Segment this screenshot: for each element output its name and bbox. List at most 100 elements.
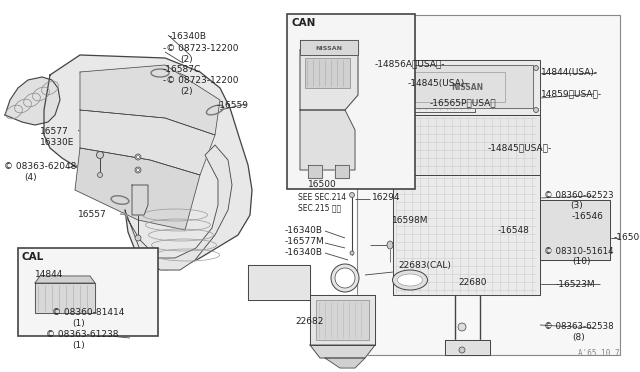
Text: -14845(USA)-: -14845(USA)- (408, 79, 468, 88)
Text: 14844: 14844 (35, 270, 63, 279)
Polygon shape (310, 345, 375, 358)
Polygon shape (300, 110, 355, 170)
Bar (305, 58, 350, 88)
Text: 22682: 22682 (295, 317, 323, 326)
Ellipse shape (97, 151, 104, 158)
Polygon shape (400, 65, 533, 108)
Text: © 08363-62538: © 08363-62538 (544, 322, 614, 331)
Polygon shape (248, 265, 310, 300)
Ellipse shape (397, 274, 422, 286)
Polygon shape (80, 65, 220, 135)
Polygon shape (35, 276, 95, 283)
Text: © 08360-81414: © 08360-81414 (52, 308, 124, 317)
Text: NISSAN: NISSAN (316, 45, 342, 51)
Polygon shape (35, 283, 95, 313)
Bar (18, 248, 158, 336)
Ellipse shape (459, 347, 465, 353)
Bar (363, 97, 375, 107)
Ellipse shape (135, 235, 141, 241)
Text: 22683(CAL): 22683(CAL) (398, 261, 451, 270)
Polygon shape (310, 295, 375, 345)
Polygon shape (75, 148, 200, 230)
Text: -16340B: -16340B (169, 32, 207, 41)
Bar (415, 72, 505, 102)
Ellipse shape (331, 264, 359, 292)
Text: (1): (1) (72, 319, 84, 328)
Text: NISSAN: NISSAN (451, 83, 483, 92)
Polygon shape (300, 40, 358, 55)
Ellipse shape (534, 65, 538, 71)
Polygon shape (382, 72, 393, 88)
Ellipse shape (394, 108, 399, 112)
Polygon shape (5, 77, 60, 125)
Text: -16500: -16500 (614, 233, 640, 242)
Ellipse shape (458, 323, 466, 331)
Bar (316, 300, 369, 340)
Ellipse shape (135, 167, 141, 173)
Polygon shape (335, 165, 349, 178)
Text: © 08310-51614: © 08310-51614 (544, 247, 614, 256)
Bar (363, 82, 375, 96)
Text: (10): (10) (572, 257, 591, 266)
Ellipse shape (81, 326, 90, 334)
Polygon shape (325, 358, 365, 368)
Text: A'65 10 7: A'65 10 7 (579, 349, 620, 358)
Text: CAN: CAN (291, 18, 316, 28)
Ellipse shape (83, 327, 88, 333)
Bar (357, 15, 620, 355)
Polygon shape (540, 200, 610, 260)
Text: 22680: 22680 (458, 278, 486, 287)
Text: 16500: 16500 (308, 180, 337, 189)
Ellipse shape (387, 241, 393, 249)
Polygon shape (80, 110, 215, 175)
Polygon shape (132, 185, 148, 215)
Text: 16577: 16577 (40, 127, 68, 136)
Text: -14845（USA）-: -14845（USA）- (488, 143, 552, 152)
Text: (1): (1) (72, 341, 84, 350)
Ellipse shape (83, 305, 88, 311)
Bar (287, 14, 415, 189)
Ellipse shape (135, 154, 141, 160)
Ellipse shape (534, 108, 538, 112)
Text: CAL: CAL (22, 252, 44, 262)
Text: -14856A（USA）-: -14856A（USA）- (375, 59, 445, 68)
Polygon shape (368, 72, 393, 103)
Ellipse shape (136, 169, 140, 171)
Polygon shape (44, 55, 252, 270)
Text: -16559: -16559 (217, 101, 249, 110)
Text: © 08360-62523: © 08360-62523 (544, 191, 614, 200)
Text: SEC.215 参図: SEC.215 参図 (298, 203, 341, 212)
Text: © 08363-61238: © 08363-61238 (46, 330, 118, 339)
Polygon shape (445, 340, 490, 355)
Text: 14844(USA)-: 14844(USA)- (541, 68, 598, 77)
Text: 16557: 16557 (78, 210, 107, 219)
Polygon shape (125, 145, 232, 270)
Ellipse shape (335, 268, 355, 288)
Text: © 08363-62048: © 08363-62048 (4, 162, 76, 171)
Text: (2): (2) (180, 55, 193, 64)
Text: 16598M: 16598M (392, 216, 429, 225)
Ellipse shape (81, 304, 90, 312)
Ellipse shape (97, 173, 102, 177)
Polygon shape (395, 92, 475, 112)
Text: -16523M: -16523M (556, 280, 596, 289)
Text: -16548: -16548 (498, 226, 530, 235)
Text: (8): (8) (572, 333, 585, 342)
Text: (2): (2) (180, 87, 193, 96)
Text: (3): (3) (570, 201, 583, 210)
Text: -16565P（USA）: -16565P（USA） (430, 98, 497, 107)
Ellipse shape (349, 192, 355, 198)
Polygon shape (300, 50, 358, 110)
Polygon shape (308, 165, 322, 178)
Text: -16577M: -16577M (285, 237, 324, 246)
Text: 14859（USA）-: 14859（USA）- (541, 89, 602, 98)
Text: 16294: 16294 (372, 193, 401, 202)
Text: (4): (4) (24, 173, 36, 182)
Text: -16546: -16546 (572, 212, 604, 221)
Ellipse shape (394, 65, 399, 71)
Polygon shape (393, 60, 540, 115)
Polygon shape (393, 115, 540, 175)
Ellipse shape (350, 251, 354, 255)
Text: -16340B: -16340B (285, 226, 323, 235)
Text: -16340B: -16340B (285, 248, 323, 257)
